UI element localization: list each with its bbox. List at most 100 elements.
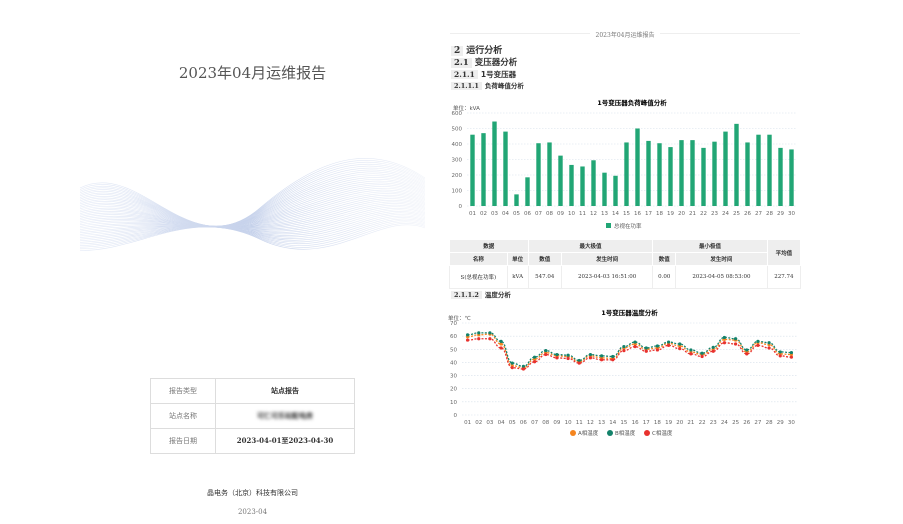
y-tick-label: 50 <box>450 347 457 353</box>
unit-label: 单位：kVA <box>453 104 480 112</box>
bar <box>547 142 552 206</box>
x-tick-label: 27 <box>754 420 761 426</box>
x-tick-label: 23 <box>710 420 717 426</box>
info-label: 站点名称 <box>150 403 216 429</box>
bar <box>470 134 475 206</box>
th: 数值 <box>527 252 562 266</box>
y-tick-label: 300 <box>452 158 463 164</box>
data-point <box>733 342 738 346</box>
cover-info-table: 报告类型 站点报告 站点名称 可仁可乐站配电房 报告日期 2023-04-01至202… <box>150 378 355 454</box>
data-point <box>555 352 559 357</box>
heading-2: 2 运行分析 <box>451 43 502 56</box>
x-tick-label: 28 <box>766 420 773 426</box>
x-tick-label: 01 <box>469 211 476 217</box>
x-tick-label: 13 <box>598 420 605 426</box>
data-point <box>577 358 581 363</box>
bar <box>767 134 772 206</box>
x-tick-label: 26 <box>743 420 750 426</box>
legend-marker <box>607 430 613 436</box>
x-tick-label: 16 <box>632 420 639 426</box>
td: 2023-04-05 08:53:00 <box>675 265 768 289</box>
x-tick-label: 07 <box>531 420 538 426</box>
bar <box>481 133 486 206</box>
bar <box>602 172 607 206</box>
x-tick-label: 24 <box>721 420 728 426</box>
y-tick-label: 10 <box>450 400 457 406</box>
data-point <box>465 333 470 337</box>
x-tick-label: 02 <box>480 211 487 217</box>
x-tick-label: 04 <box>498 420 505 426</box>
x-tick-label: 08 <box>546 211 553 217</box>
data-point <box>789 350 794 355</box>
x-tick-label: 16 <box>634 211 641 217</box>
data-point <box>733 337 738 341</box>
x-tick-label: 18 <box>656 211 663 217</box>
cover-wave-image <box>80 158 425 251</box>
data-point <box>622 349 626 353</box>
th: 最小极值 <box>652 239 768 253</box>
data-point <box>722 335 727 340</box>
td: 0.00 <box>652 265 677 289</box>
data-point <box>711 349 715 353</box>
th: 发生时间 <box>675 252 768 266</box>
th: 发生时间 <box>560 252 654 266</box>
bar <box>690 140 695 206</box>
info-value: 站点报告 <box>215 378 355 404</box>
data-point <box>778 350 782 354</box>
x-tick-label: 20 <box>676 420 683 426</box>
data-point <box>689 352 693 356</box>
x-tick-label: 15 <box>623 211 630 217</box>
data-point <box>644 349 648 353</box>
x-tick-label: 25 <box>733 211 740 217</box>
td: 227.74 <box>766 265 802 289</box>
x-tick-label: 28 <box>766 211 773 217</box>
bar <box>580 166 585 206</box>
data-point <box>521 367 526 371</box>
legend-marker <box>570 430 576 436</box>
data-point <box>477 331 481 335</box>
bar <box>613 175 618 206</box>
bar <box>536 143 541 206</box>
th: 数据 <box>449 239 529 253</box>
data-point <box>544 352 548 357</box>
x-tick-label: 13 <box>601 211 608 217</box>
bar <box>756 134 761 206</box>
y-tick-label: 20 <box>450 387 457 393</box>
x-tick-label: 06 <box>524 211 531 217</box>
bar <box>668 147 673 206</box>
data-point <box>678 347 682 351</box>
data-point <box>700 351 704 355</box>
data-point <box>767 346 771 350</box>
data-point <box>745 348 749 352</box>
x-tick-label: 18 <box>654 420 661 426</box>
bar <box>778 147 783 206</box>
x-tick-label: 19 <box>667 211 674 217</box>
bar <box>657 143 662 206</box>
data-point <box>789 355 794 359</box>
x-tick-label: 09 <box>553 420 560 426</box>
y-tick-label: 0 <box>454 413 458 419</box>
data-point <box>756 339 760 343</box>
company-name: 晶电务（北京）科技有限公司 <box>207 489 298 497</box>
x-tick-label: 23 <box>711 211 718 217</box>
heading-2-1-1-1: 2.1.1.1 负荷峰值分析 <box>451 80 524 90</box>
bar <box>679 140 684 206</box>
data-point <box>722 341 727 345</box>
bar <box>624 142 629 206</box>
data-point <box>510 361 514 365</box>
y-tick-label: 40 <box>450 360 457 366</box>
x-tick-label: 17 <box>645 211 652 217</box>
x-tick-label: 17 <box>643 420 650 426</box>
y-tick-label: 500 <box>452 127 463 133</box>
report-title: 2023年04月运维报告 <box>178 64 327 82</box>
data-point <box>611 354 615 359</box>
data-point <box>655 344 660 348</box>
th: 平均值 <box>766 239 802 266</box>
bar <box>514 194 519 206</box>
legend-marker <box>644 430 650 436</box>
data-point <box>577 361 581 365</box>
x-tick-label: 24 <box>722 211 729 217</box>
legend-swatch <box>606 223 611 228</box>
load-extremes-table: 数据 最大极值 最小极值 平均值 名称 单位 数值 发生时间 数值 发生时间 S(总视在功率) k… <box>449 239 802 289</box>
